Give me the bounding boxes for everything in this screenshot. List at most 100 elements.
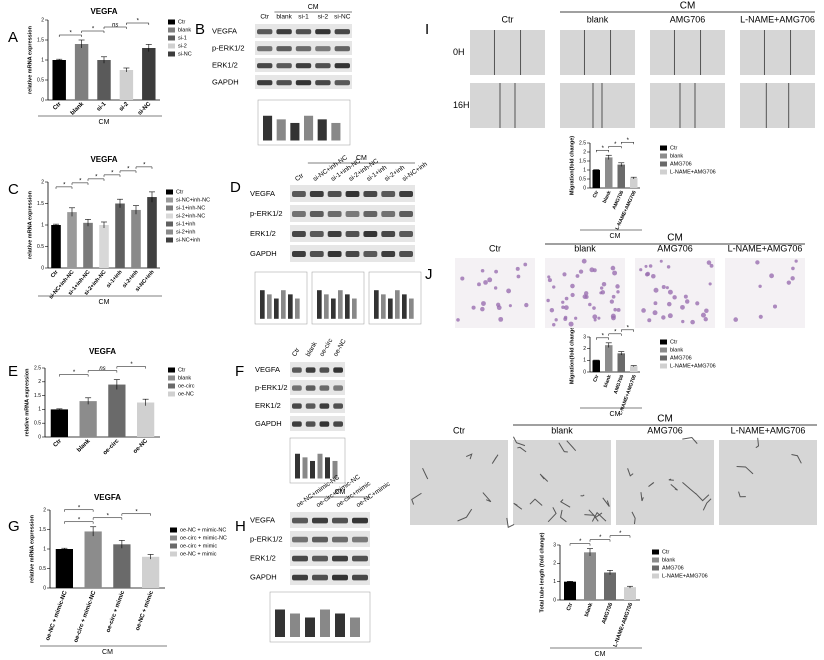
significance-label: * [136, 19, 139, 25]
legend-swatch [660, 145, 667, 151]
blot-band [292, 536, 308, 543]
y-tick-label: 0 [583, 185, 586, 191]
micrograph [719, 440, 817, 525]
blot-column-label: Ctr [294, 172, 306, 183]
blot-band [315, 46, 331, 52]
blot-column-label: si-NC+inh [401, 161, 429, 183]
micrograph [455, 258, 535, 328]
blot-strip [290, 416, 345, 431]
significance-bracket [119, 170, 137, 173]
blot-strip [290, 550, 370, 566]
y-tick-label: 0 [43, 585, 46, 591]
blot-band [292, 251, 306, 257]
y-axis-label: relative mRNA expression [27, 25, 33, 94]
blot-row-label: p-ERK1/2 [250, 534, 283, 543]
cell [471, 305, 476, 310]
legend-swatch [168, 51, 175, 57]
blot-band [292, 367, 302, 373]
panel-label: H [235, 518, 246, 535]
blot-band [332, 536, 348, 543]
legend-label: AMG706 [670, 355, 692, 361]
x-tick-label: oe-circ + mimic [106, 590, 127, 634]
cell [460, 276, 465, 281]
legend-label: si-2+inh-NC [176, 213, 205, 219]
legend-label: oe-NC [178, 391, 194, 397]
significance-bracket [87, 178, 105, 181]
blot-band [305, 385, 316, 391]
tube [627, 468, 634, 477]
legend-label: blank [178, 375, 191, 381]
image-column-label: blank [587, 14, 609, 24]
cell [599, 291, 603, 295]
significance-bracket [55, 186, 73, 189]
bar [592, 170, 600, 188]
cell [790, 276, 795, 281]
y-tick-label: 1 [583, 167, 586, 173]
significance-label: * [619, 531, 622, 537]
cell [561, 305, 565, 310]
chart-title: VEGFA [89, 347, 116, 356]
cell [615, 284, 620, 289]
cell [480, 306, 485, 312]
cell [769, 273, 774, 279]
significance-label: * [79, 178, 82, 184]
legend-label: Ctr [176, 189, 184, 195]
y-tick-label: 0.5 [579, 176, 586, 182]
blot-band [327, 191, 342, 197]
y-tick-label: 0 [583, 369, 586, 375]
micrograph [650, 83, 725, 128]
blot-band [292, 403, 302, 409]
micrograph [560, 83, 635, 128]
cell [581, 258, 587, 264]
blot-band [381, 211, 396, 217]
inset-bar [402, 294, 407, 319]
significance-label: * [626, 138, 629, 144]
legend-label: Ctr [178, 367, 186, 373]
group-label: CM [595, 651, 606, 658]
cell [480, 268, 485, 273]
cell [524, 302, 529, 308]
tube [422, 467, 429, 480]
y-tick-label: 2 [41, 179, 44, 185]
significance-bracket [64, 521, 94, 524]
tube [648, 482, 655, 487]
significance-label: * [69, 31, 72, 37]
bar [564, 581, 576, 600]
cell [612, 270, 618, 276]
y-tick-label: 0 [553, 597, 556, 603]
tube [631, 511, 636, 525]
inset-bar [295, 453, 300, 479]
bar [617, 164, 625, 188]
blot-band [333, 385, 343, 391]
blot-strip [290, 380, 345, 395]
cell [700, 312, 706, 318]
cell [791, 266, 795, 271]
cell [483, 280, 488, 285]
cell [613, 307, 617, 312]
blot-strip [290, 362, 345, 377]
cell [610, 265, 616, 271]
x-tick-label: Ctr [592, 190, 601, 199]
blot-row-label: GAPDH [255, 419, 282, 428]
blot-band [319, 367, 330, 373]
panel-label: G [8, 518, 20, 535]
legend-label: AMG706 [670, 161, 692, 167]
cell [570, 283, 575, 289]
cell [575, 274, 580, 278]
y-axis-label: Total tube length (fold change) [539, 532, 545, 612]
bar [630, 178, 638, 188]
significance-bracket [58, 34, 82, 37]
blot-band [319, 421, 330, 427]
legend-swatch [170, 551, 177, 557]
image-row-label: 16H [453, 100, 470, 110]
group-label: CM [667, 233, 683, 244]
cell [616, 308, 621, 312]
bar [55, 549, 73, 588]
cell [706, 260, 712, 265]
bar [142, 556, 160, 588]
tube [513, 502, 523, 510]
chart-title: VEGFA [90, 7, 117, 16]
y-tick-label: 1 [553, 579, 556, 585]
cell [667, 313, 673, 319]
